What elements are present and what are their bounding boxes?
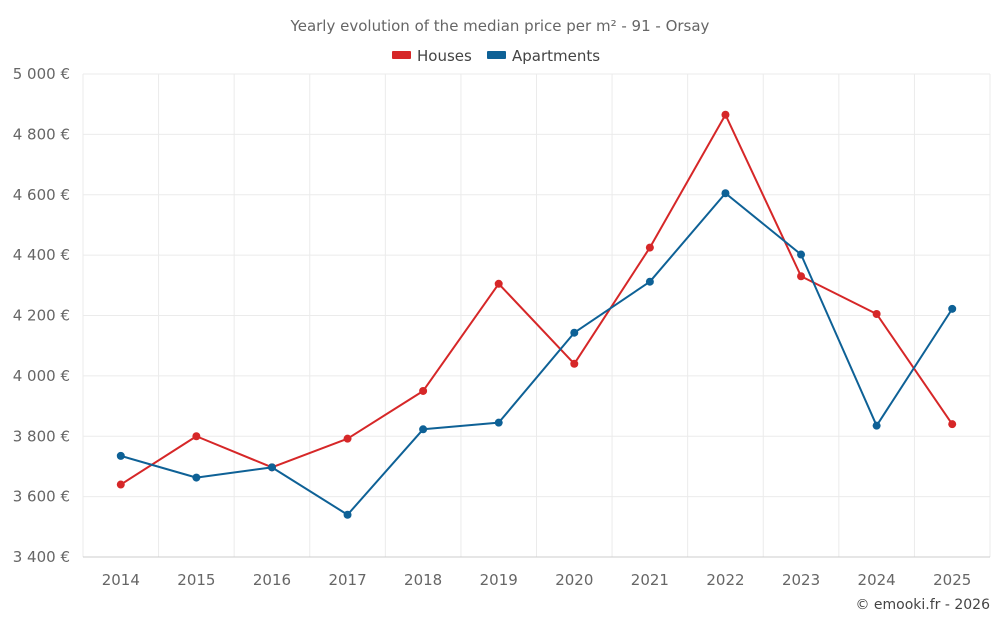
data-point[interactable] xyxy=(797,251,805,259)
data-point[interactable] xyxy=(192,474,200,482)
x-tick-label: 2016 xyxy=(253,571,291,589)
credit-label: © emooki.fr - 2026 xyxy=(855,597,990,613)
data-point[interactable] xyxy=(646,244,654,252)
y-tick-label: 5 000 € xyxy=(13,65,70,83)
data-point[interactable] xyxy=(721,189,729,197)
data-point[interactable] xyxy=(419,425,427,433)
data-point[interactable] xyxy=(419,387,427,395)
x-axis: 2014 2015 2016 2017 2018 2019 2020 2021 2022 2023… xyxy=(102,571,972,589)
y-tick-label: 4 800 € xyxy=(13,125,70,143)
x-tick-label: 2015 xyxy=(177,571,215,589)
x-tick-label: 2021 xyxy=(631,571,669,589)
legend-swatch xyxy=(392,51,411,59)
x-tick-label: 2014 xyxy=(102,571,140,589)
chart-title: Yearly evolution of the median price per… xyxy=(290,17,710,35)
chart-container: Yearly evolution of the median price per… xyxy=(0,0,1000,625)
legend-label[interactable]: Apartments xyxy=(512,47,600,65)
legend: Houses Apartments xyxy=(392,47,600,65)
data-point[interactable] xyxy=(797,272,805,280)
x-tick-label: 2020 xyxy=(555,571,593,589)
data-point[interactable] xyxy=(495,280,503,288)
y-tick-label: 3 400 € xyxy=(13,548,70,566)
legend-swatch xyxy=(487,51,506,59)
data-point[interactable] xyxy=(344,435,352,443)
data-point[interactable] xyxy=(646,278,654,286)
data-point[interactable] xyxy=(117,481,125,489)
data-point[interactable] xyxy=(721,111,729,119)
y-tick-label: 3 600 € xyxy=(13,488,70,506)
x-tick-label: 2018 xyxy=(404,571,442,589)
data-point[interactable] xyxy=(495,419,503,427)
y-tick-label: 4 400 € xyxy=(13,246,70,264)
line-chart: Yearly evolution of the median price per… xyxy=(0,0,1000,625)
data-point[interactable] xyxy=(948,305,956,313)
data-point[interactable] xyxy=(344,511,352,519)
data-point[interactable] xyxy=(192,432,200,440)
legend-label[interactable]: Houses xyxy=(417,47,472,65)
data-point[interactable] xyxy=(117,452,125,460)
data-point[interactable] xyxy=(570,360,578,368)
y-axis: 3 400 € 3 600 € 3 800 € 4 000 € 4 200 € 4 400… xyxy=(13,65,70,566)
data-point[interactable] xyxy=(570,329,578,337)
x-tick-label: 2017 xyxy=(328,571,366,589)
data-point[interactable] xyxy=(948,420,956,428)
x-tick-label: 2025 xyxy=(933,571,971,589)
grid xyxy=(83,74,990,557)
data-point[interactable] xyxy=(873,310,881,318)
y-tick-label: 4 600 € xyxy=(13,186,70,204)
y-tick-label: 4 000 € xyxy=(13,367,70,385)
y-tick-label: 3 800 € xyxy=(13,427,70,445)
x-tick-label: 2023 xyxy=(782,571,820,589)
x-tick-label: 2022 xyxy=(706,571,744,589)
x-tick-label: 2019 xyxy=(480,571,518,589)
data-point[interactable] xyxy=(873,422,881,430)
data-point[interactable] xyxy=(268,463,276,471)
x-tick-label: 2024 xyxy=(858,571,896,589)
y-tick-label: 4 200 € xyxy=(13,307,70,325)
